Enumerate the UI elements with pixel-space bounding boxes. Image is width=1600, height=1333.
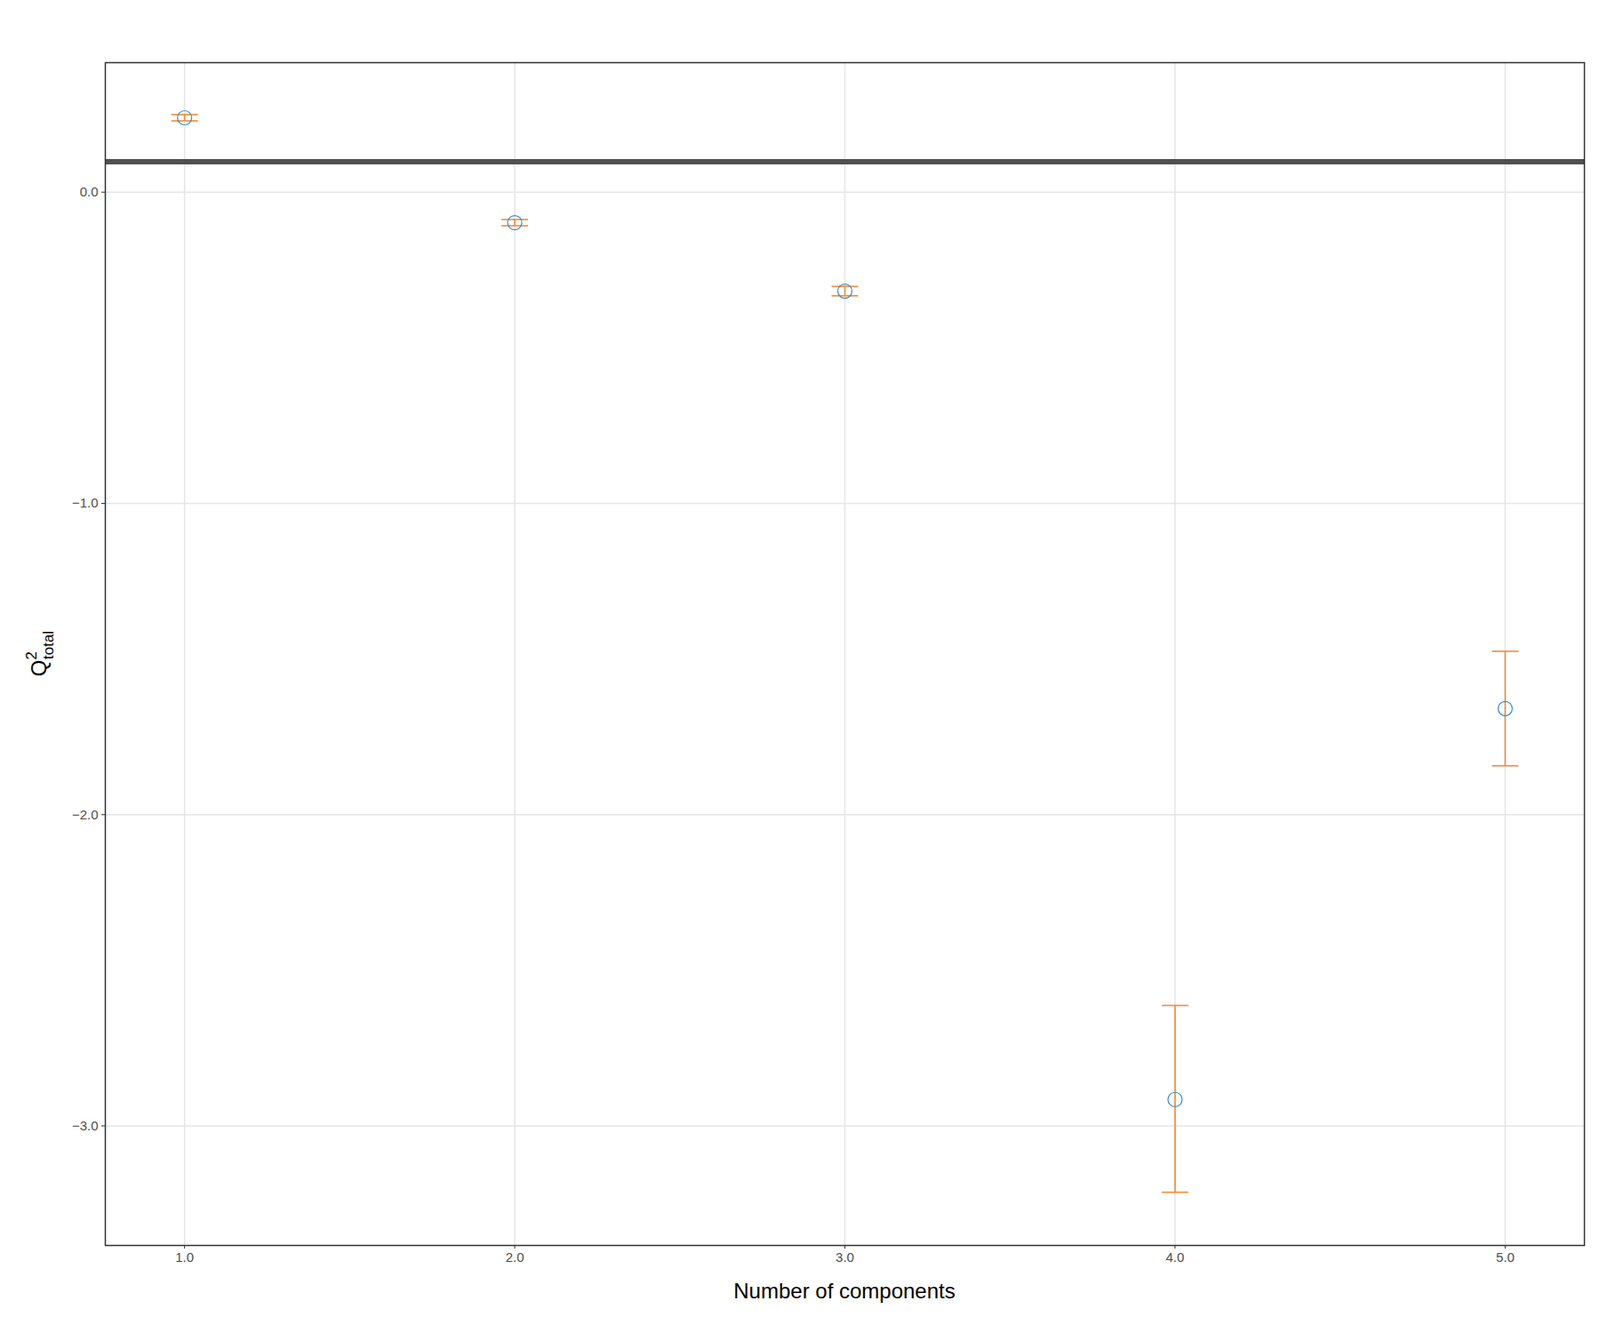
svg-text:2.0: 2.0: [505, 1249, 525, 1265]
svg-text:0.0: 0.0: [80, 184, 99, 200]
svg-text:5.0: 5.0: [1496, 1249, 1515, 1265]
svg-text:−1.0: −1.0: [72, 495, 99, 511]
svg-text:Q2total: Q2total: [23, 631, 57, 677]
svg-text:1.0: 1.0: [175, 1249, 194, 1265]
svg-text:3.0: 3.0: [835, 1249, 855, 1265]
svg-text:Number of components: Number of components: [733, 1279, 955, 1304]
svg-text:4.0: 4.0: [1165, 1249, 1184, 1265]
svg-text:−2.0: −2.0: [72, 807, 99, 823]
svg-text:−3.0: −3.0: [72, 1118, 99, 1134]
